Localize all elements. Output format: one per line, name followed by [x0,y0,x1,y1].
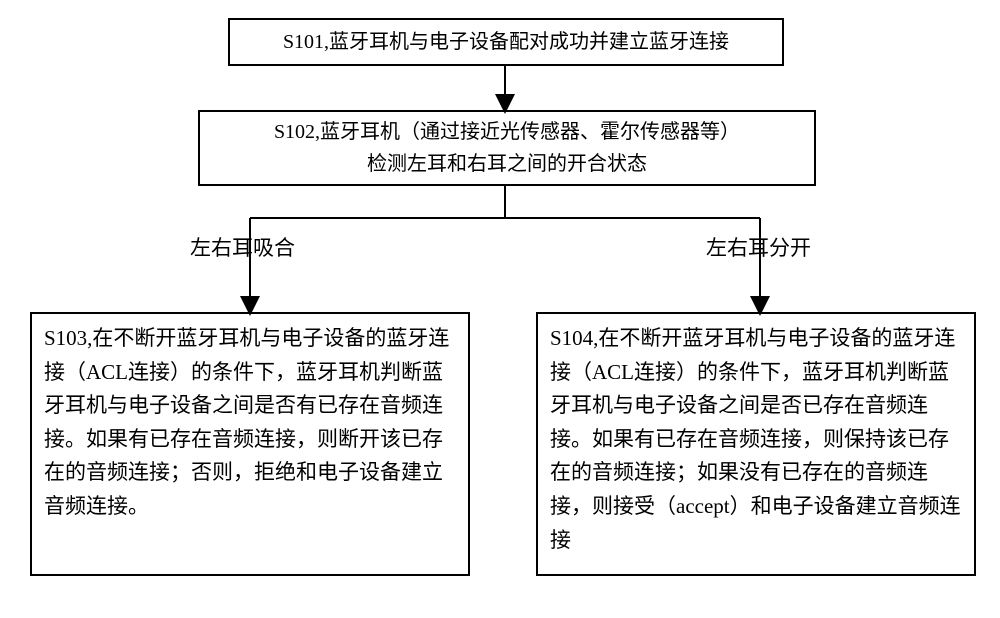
branch-label-left: 左右耳吸合 [190,232,295,262]
step-s104-text: S104,在不断开蓝牙耳机与电子设备的蓝牙连接（ACL连接）的条件下，蓝牙耳机判… [550,322,962,557]
branch-label-right-text: 左右耳分开 [706,236,811,260]
step-s102-text: S102,蓝牙耳机（通过接近光传感器、霍尔传感器等） 检测左耳和右耳之间的开合状… [274,116,740,180]
step-s101-text: S101,蓝牙耳机与电子设备配对成功并建立蓝牙连接 [283,26,729,58]
branch-label-left-text: 左右耳吸合 [190,236,295,260]
branch-label-right: 左右耳分开 [706,232,811,262]
step-s103-box: S103,在不断开蓝牙耳机与电子设备的蓝牙连接（ACL连接）的条件下，蓝牙耳机判… [30,312,470,576]
step-s102-box: S102,蓝牙耳机（通过接近光传感器、霍尔传感器等） 检测左耳和右耳之间的开合状… [198,110,816,186]
step-s101-box: S101,蓝牙耳机与电子设备配对成功并建立蓝牙连接 [228,18,784,66]
step-s104-box: S104,在不断开蓝牙耳机与电子设备的蓝牙连接（ACL连接）的条件下，蓝牙耳机判… [536,312,976,576]
step-s103-text: S103,在不断开蓝牙耳机与电子设备的蓝牙连接（ACL连接）的条件下，蓝牙耳机判… [44,322,456,524]
